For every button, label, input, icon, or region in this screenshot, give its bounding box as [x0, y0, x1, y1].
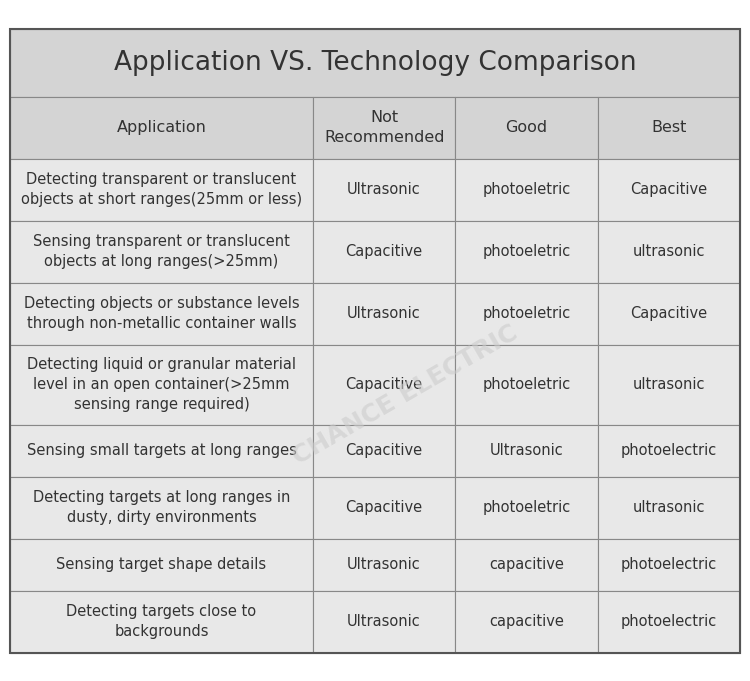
Bar	[313, 97, 455, 159]
Bar	[455, 283, 598, 345]
Text: Capacitive: Capacitive	[346, 500, 423, 515]
Text: Sensing target shape details: Sensing target shape details	[56, 557, 266, 572]
Bar	[313, 221, 455, 283]
Text: CHANCE ELECTRIC: CHANCE ELECTRIC	[288, 321, 522, 469]
Text: photoeletric: photoeletric	[482, 377, 571, 392]
Bar	[313, 539, 455, 590]
Text: Ultrasonic: Ultrasonic	[347, 182, 421, 197]
Bar	[598, 159, 740, 221]
Text: capacitive: capacitive	[489, 557, 564, 572]
Bar	[313, 283, 455, 345]
Bar	[313, 345, 455, 424]
Text: Detecting targets at long ranges in
dusty, dirty environments: Detecting targets at long ranges in dust…	[33, 490, 290, 525]
Bar	[455, 539, 598, 590]
Text: Application: Application	[116, 120, 206, 135]
Text: Detecting objects or substance levels
through non-metallic container walls: Detecting objects or substance levels th…	[24, 296, 299, 331]
Text: Ultrasonic: Ultrasonic	[490, 443, 563, 458]
Text: photoeletric: photoeletric	[482, 306, 571, 321]
Bar	[10, 283, 313, 345]
Text: Ultrasonic: Ultrasonic	[347, 306, 421, 321]
Text: Capacitive: Capacitive	[346, 377, 423, 392]
Text: photoeletric: photoeletric	[482, 500, 571, 515]
Bar	[455, 477, 598, 539]
Bar	[598, 539, 740, 590]
Bar	[598, 590, 740, 652]
Bar	[455, 221, 598, 283]
Bar	[10, 159, 313, 221]
Bar	[10, 221, 313, 283]
Text: photoeletric: photoeletric	[482, 244, 571, 259]
Text: ultrasonic: ultrasonic	[632, 500, 705, 515]
Bar	[598, 477, 740, 539]
Text: ultrasonic: ultrasonic	[632, 377, 705, 392]
Text: Detecting targets close to
backgrounds: Detecting targets close to backgrounds	[67, 604, 256, 639]
Bar	[598, 345, 740, 424]
Text: Best: Best	[651, 120, 686, 135]
Bar	[10, 590, 313, 652]
Bar	[10, 477, 313, 539]
Text: Not
Recommended: Not Recommended	[324, 110, 444, 145]
Text: photoelectric: photoelectric	[621, 557, 717, 572]
Bar	[10, 424, 313, 477]
Bar	[598, 221, 740, 283]
Text: Ultrasonic: Ultrasonic	[347, 557, 421, 572]
Bar	[598, 283, 740, 345]
Text: Detecting transparent or translucent
objects at short ranges(25mm or less): Detecting transparent or translucent obj…	[21, 172, 302, 207]
Text: Application VS. Technology Comparison: Application VS. Technology Comparison	[114, 50, 636, 76]
Bar	[313, 590, 455, 652]
Text: Capacitive: Capacitive	[630, 306, 707, 321]
Text: Detecting liquid or granular material
level in an open container(>25mm
sensing r: Detecting liquid or granular material le…	[27, 358, 296, 412]
Text: photoelectric: photoelectric	[621, 443, 717, 458]
Bar	[455, 424, 598, 477]
Text: Capacitive: Capacitive	[346, 443, 423, 458]
Text: ultrasonic: ultrasonic	[632, 244, 705, 259]
Bar	[598, 97, 740, 159]
Bar	[313, 159, 455, 221]
Text: photoeletric: photoeletric	[482, 182, 571, 197]
Bar	[10, 539, 313, 590]
Bar	[455, 97, 598, 159]
Bar	[598, 424, 740, 477]
Bar	[455, 345, 598, 424]
Text: capacitive: capacitive	[489, 614, 564, 629]
Bar	[313, 477, 455, 539]
Text: Sensing transparent or translucent
objects at long ranges(>25mm): Sensing transparent or translucent objec…	[33, 234, 290, 269]
Bar	[455, 590, 598, 652]
Text: photoelectric: photoelectric	[621, 614, 717, 629]
Bar	[10, 97, 313, 159]
Bar	[455, 159, 598, 221]
Text: Ultrasonic: Ultrasonic	[347, 614, 421, 629]
Bar	[10, 29, 740, 97]
Text: Capacitive: Capacitive	[630, 182, 707, 197]
Text: Capacitive: Capacitive	[346, 244, 423, 259]
Text: Sensing small targets at long ranges: Sensing small targets at long ranges	[26, 443, 296, 458]
Bar	[10, 345, 313, 424]
Bar	[313, 424, 455, 477]
Text: Good: Good	[506, 120, 548, 135]
